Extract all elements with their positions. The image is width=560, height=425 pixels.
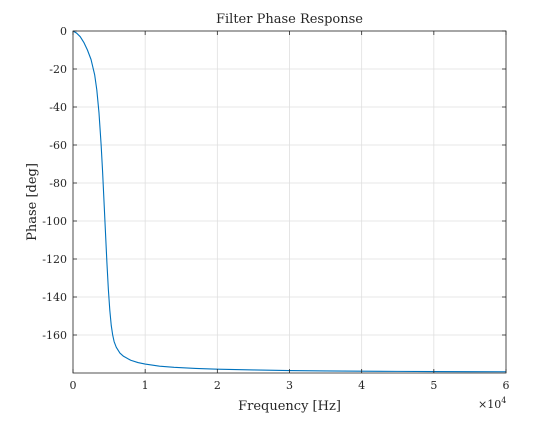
x-axis-label: Frequency [Hz] bbox=[238, 399, 341, 414]
y-tick-label: -60 bbox=[49, 139, 67, 152]
x-tick-label: 4 bbox=[358, 379, 365, 392]
y-tick-label: -100 bbox=[42, 215, 67, 228]
y-tick-label: -140 bbox=[42, 291, 67, 304]
x-axis-exponent-base: ×10 bbox=[478, 398, 501, 411]
x-tick-label: 1 bbox=[142, 379, 149, 392]
x-axis-exponent-power: 4 bbox=[501, 396, 506, 405]
tick-labels: 0 1 2 3 4 5 6 0 -20 -40 -60 -80 -100 -120 -140 -160 bbox=[42, 25, 509, 392]
x-axis-exponent: ×104 bbox=[478, 396, 506, 411]
y-tick-label: -40 bbox=[49, 101, 67, 114]
y-tick-label: 0 bbox=[60, 25, 67, 38]
y-tick-label: -20 bbox=[49, 63, 67, 76]
x-tick-label: 5 bbox=[430, 379, 437, 392]
x-tick-label: 3 bbox=[286, 379, 293, 392]
y-tick-label: -160 bbox=[42, 329, 67, 342]
x-tick-label: 6 bbox=[503, 379, 510, 392]
x-tick-label: 2 bbox=[214, 379, 221, 392]
y-axis-label: Phase [deg] bbox=[25, 163, 40, 241]
chart-title: Filter Phase Response bbox=[216, 12, 363, 27]
x-tick-label: 0 bbox=[70, 379, 77, 392]
y-tick-label: -80 bbox=[49, 177, 67, 190]
y-tick-label: -120 bbox=[42, 253, 67, 266]
ticks bbox=[72, 30, 507, 373]
